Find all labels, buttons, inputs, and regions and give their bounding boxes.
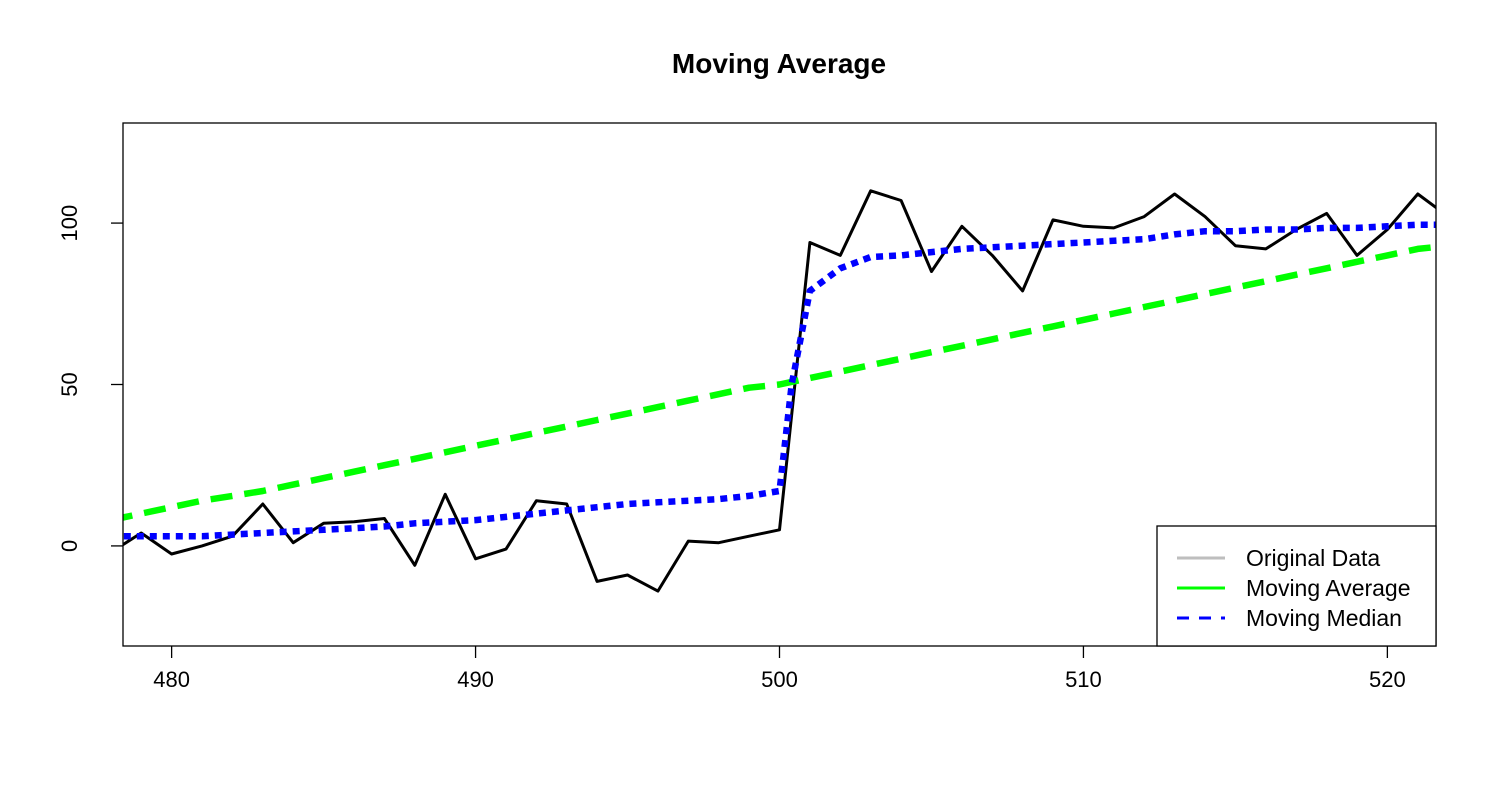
legend-label-moving-average: Moving Average xyxy=(1246,575,1411,601)
legend-box xyxy=(1156,525,1437,647)
y-axis: 0 50 100 xyxy=(57,205,123,552)
x-tick-label: 480 xyxy=(153,667,190,692)
legend-label-original-data: Original Data xyxy=(1246,545,1380,571)
x-tick-label: 510 xyxy=(1065,667,1102,692)
y-tick-label: 0 xyxy=(57,540,82,552)
x-axis: 480 490 500 510 520 xyxy=(153,646,1406,692)
series-line-moving-average xyxy=(123,243,1436,521)
legend-label-moving-median: Moving Median xyxy=(1246,605,1402,631)
x-tick-label: 490 xyxy=(457,667,494,692)
series-layer xyxy=(123,189,1436,593)
legend: Original Data Moving Average Moving Medi… xyxy=(1156,525,1437,647)
series-line-moving-median xyxy=(123,221,1436,540)
chart-title: Moving Average xyxy=(672,48,886,79)
x-tick-label: 520 xyxy=(1369,667,1406,692)
x-tick-label: 500 xyxy=(761,667,798,692)
y-tick-label: 100 xyxy=(57,205,82,242)
series-line-original xyxy=(123,189,1436,593)
y-tick-label: 50 xyxy=(57,372,82,396)
